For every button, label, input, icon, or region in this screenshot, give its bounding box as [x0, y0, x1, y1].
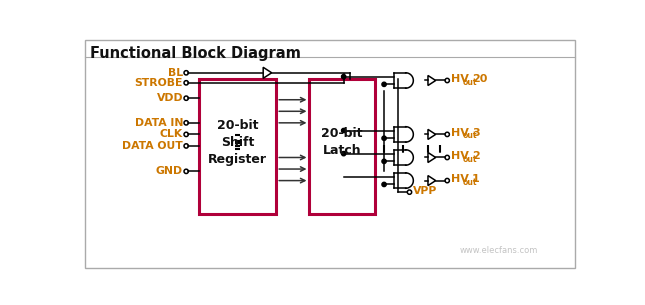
Circle shape [382, 136, 386, 140]
Circle shape [341, 152, 346, 156]
Text: CLK: CLK [160, 129, 183, 139]
Text: DATA OUT: DATA OUT [123, 141, 183, 151]
Text: HV: HV [451, 128, 469, 138]
Circle shape [382, 159, 386, 163]
Text: 20: 20 [472, 74, 487, 84]
Text: 20-bit
Latch: 20-bit Latch [321, 127, 363, 157]
Text: HV: HV [451, 74, 469, 84]
Text: GND: GND [156, 166, 183, 176]
Bar [199, 79, 276, 214]
Text: out: out [462, 131, 477, 140]
Text: BL: BL [168, 68, 183, 78]
Text: DATA IN: DATA IN [135, 118, 183, 128]
Text: VPP: VPP [413, 186, 438, 196]
Bar [310, 79, 375, 214]
Text: 2: 2 [472, 151, 480, 161]
Text: HV: HV [451, 174, 469, 185]
Text: www.elecfans.com: www.elecfans.com [459, 246, 538, 254]
Text: out: out [462, 155, 477, 163]
Text: VDD: VDD [157, 93, 183, 103]
Text: 3: 3 [472, 128, 479, 138]
Text: HV: HV [451, 151, 469, 161]
Circle shape [341, 74, 346, 79]
Text: 20-bit
Shift
Register: 20-bit Shift Register [208, 119, 267, 166]
Circle shape [341, 128, 346, 133]
Text: out: out [462, 77, 477, 87]
Circle shape [382, 182, 386, 187]
Text: 1: 1 [472, 174, 480, 185]
Circle shape [382, 82, 386, 87]
Text: out: out [462, 178, 477, 187]
Text: STROBE: STROBE [135, 78, 183, 88]
Text: Functional Block Diagram: Functional Block Diagram [90, 46, 301, 61]
